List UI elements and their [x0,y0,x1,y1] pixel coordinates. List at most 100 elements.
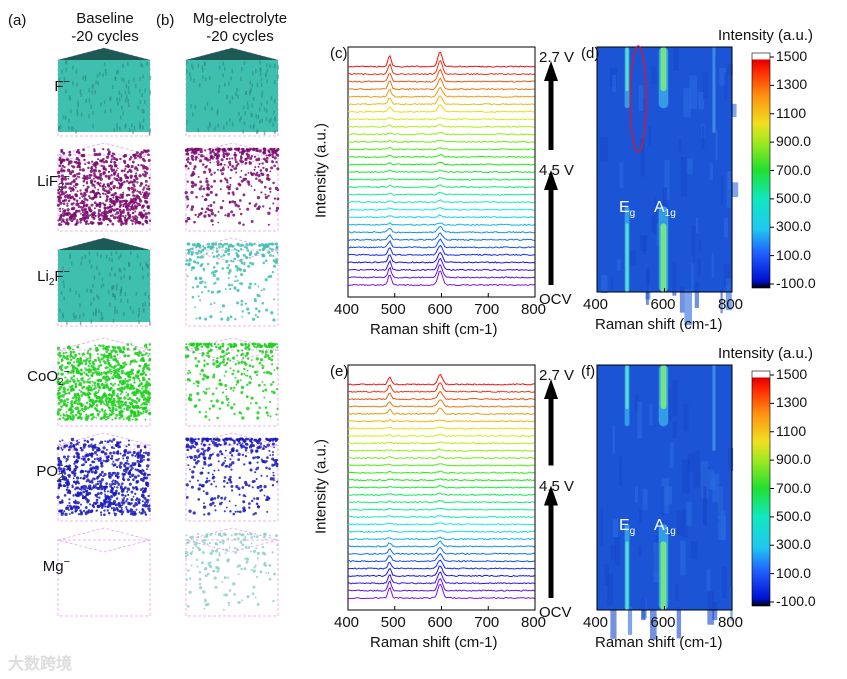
cube-dot [115,158,119,162]
cube-dot [269,477,274,481]
cube-dot [243,245,247,249]
cube-texture [114,295,117,300]
cube-dot [57,361,61,365]
cube-dot [105,210,110,215]
cube-dot [71,368,75,372]
cube-texture [90,264,93,269]
cube-dot [240,282,244,286]
cube-dot [230,468,233,471]
cube-dot [84,193,87,196]
cube-dot [203,198,207,202]
cube-dot [117,482,121,486]
cube-texture [100,284,103,289]
cube-dot [187,397,192,401]
cube-dot [133,381,136,384]
cube-dot [258,349,262,353]
cube-dot [85,368,88,372]
cube-dot [259,169,263,172]
cube-dot [93,184,96,187]
cube-dot [111,418,114,421]
cube-dot [57,219,60,222]
cube-dot [184,164,188,168]
cube-dot [67,199,71,203]
cube-texture [58,77,61,82]
cube-dot [222,155,226,159]
cube-dot [65,351,68,354]
cube-dot [127,462,130,466]
spectra-e-panel-label: (e) [330,363,349,380]
cube-dot [136,444,140,448]
cube-dot [276,366,279,370]
cube-dot [123,354,127,358]
cube-dot [85,413,88,416]
cube-dot [126,386,130,390]
cube-dot [119,452,122,455]
cube-dot [144,410,148,413]
cube-dot [118,464,121,467]
cube-dot [104,394,108,398]
cube-dot [204,566,208,570]
spectra-c-ylabel: Intensity (a.u.) [312,122,330,219]
heatmap-noise [675,583,679,601]
cube-texture [123,311,125,316]
cube-dot [250,536,254,539]
cube-dot [222,532,226,536]
cube-texture [117,69,119,74]
cube-dot [60,512,64,516]
cube-dot [58,351,61,355]
heatmap-noise [687,453,694,473]
cube-dot [97,379,100,382]
cube-dot [143,353,146,356]
cube-dot [124,403,127,407]
cube-dot [208,148,212,151]
cube-dot [233,412,236,416]
cube-dot [103,490,106,493]
cube-dot [188,161,192,165]
cube-dot [72,480,76,484]
cube-dot [207,464,211,467]
cube-dot [224,552,227,555]
cube-dot [61,169,65,172]
cube-dot [60,405,63,408]
cube-dot [118,410,121,413]
cube-dot [138,379,141,382]
cube-dot [276,346,279,349]
cube-texture [138,320,140,325]
x-tick-label: 600 [650,614,676,631]
cube-dot [143,472,147,476]
cube-dot [233,153,237,157]
cube-dot [89,354,92,357]
cube-dot [97,368,100,371]
cube-dot [79,218,83,222]
cube-dot [103,509,106,512]
cube-dot [256,315,259,319]
cube-texture [82,76,84,81]
cube-dot [122,222,125,225]
cube-dot [66,397,69,401]
cube-dot [262,261,266,265]
cube-dot [211,473,214,476]
cube-dot [94,175,98,179]
cube-texture [258,107,261,112]
cube-dot [62,404,65,407]
cube-dot [61,501,64,504]
cube-texture [63,76,66,81]
cube-dot [255,251,260,255]
cube-dot [216,157,219,160]
cube-dot [253,566,256,569]
cube-dot [206,477,209,480]
cube-dot [190,253,194,256]
cube-dot [118,457,120,460]
cube-dot [263,494,266,497]
cube-texture [128,128,131,133]
cube-dot [272,471,275,474]
cube-dot [126,490,129,493]
cube-dot [233,538,236,541]
cube-dot [211,501,215,505]
cube-dot [187,251,191,255]
cube-b [184,237,280,327]
colorbar-title: Intensity (a.u.) [718,27,814,44]
cube-texture [59,308,61,313]
cube-dot [68,380,72,383]
cube-texture [197,63,200,68]
